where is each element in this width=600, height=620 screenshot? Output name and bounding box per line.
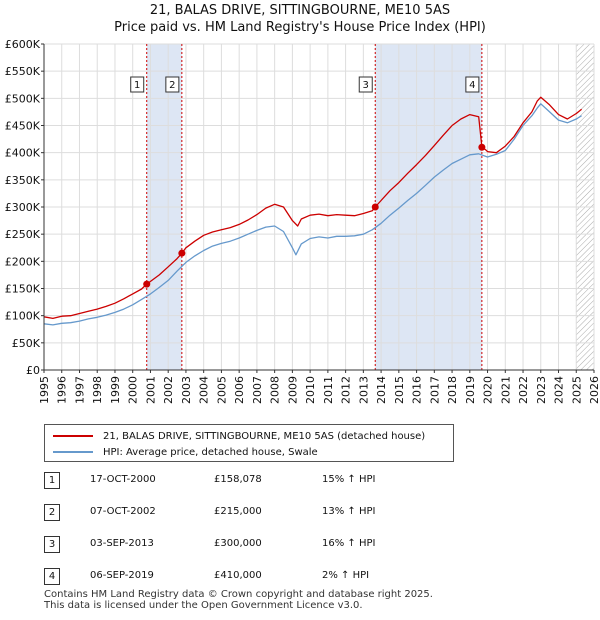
sale-marker-label: 4 <box>469 80 475 91</box>
sale-date: 17-OCT-2000 <box>90 474 156 485</box>
legend-label-property: 21, BALAS DRIVE, SITTINGBOURNE, ME10 5AS… <box>103 430 426 442</box>
hpi-line <box>43 103 582 326</box>
y-tick-label: £300K <box>5 201 41 214</box>
y-tick-label: £500K <box>5 92 41 105</box>
sale-point <box>143 280 151 288</box>
sale-marker-box <box>165 76 180 93</box>
sale-hpi-change: 16% ↑ HPI <box>322 538 376 549</box>
x-tick-label: 2017 <box>428 376 441 404</box>
x-tick-label: 2026 <box>588 376 600 404</box>
x-tick-label: 2009 <box>286 376 299 404</box>
sale-number: 1 <box>44 472 60 489</box>
footer-licence: This data is licensed under the Open Gov… <box>44 600 363 611</box>
x-tick-label: 2007 <box>251 376 264 404</box>
sale-marker-box <box>465 76 480 93</box>
x-tick-label: 2002 <box>162 376 175 404</box>
x-tick-label: 2000 <box>127 376 140 404</box>
x-tick-label: 2011 <box>322 376 335 404</box>
sale-marker-box <box>358 76 373 93</box>
x-tick-label: 2021 <box>499 376 512 404</box>
x-tick-label: 2023 <box>535 376 548 404</box>
x-tick-label: 2025 <box>570 376 583 404</box>
x-tick-label: 2006 <box>233 376 246 404</box>
y-tick-label: £150K <box>5 283 41 296</box>
x-tick-label: 2015 <box>393 376 406 404</box>
x-tick-label: 2012 <box>340 376 353 404</box>
x-tick-label: 2013 <box>357 376 370 404</box>
sale-price: £215,000 <box>214 506 262 517</box>
x-tick-label: 2024 <box>553 376 566 404</box>
legend-swatch-property <box>53 435 93 437</box>
sale-point <box>178 249 186 257</box>
sale-date: 06-SEP-2019 <box>90 570 154 581</box>
y-tick-label: £600K <box>5 38 41 51</box>
sale-marker-label: 3 <box>363 80 369 91</box>
y-tick-label: £0 <box>26 364 40 377</box>
x-tick-label: 2022 <box>517 376 530 404</box>
legend-label-hpi: HPI: Average price, detached house, Swal… <box>103 446 318 458</box>
x-tick-label: 2016 <box>411 376 424 404</box>
y-tick-label: £50K <box>12 337 41 350</box>
property-price-line <box>43 96 583 320</box>
sale-point <box>371 203 379 211</box>
chart-subtitle: Price paid vs. HM Land Registry's House … <box>114 20 486 35</box>
sale-marker-label: 2 <box>169 80 175 91</box>
sale-price: £158,078 <box>214 474 262 485</box>
x-tick-label: 2003 <box>180 376 193 404</box>
sale-price: £300,000 <box>214 538 262 549</box>
footer: Contains HM Land Registry data © Crown c… <box>44 589 433 611</box>
y-tick-label: £200K <box>5 255 41 268</box>
y-tick-label: £550K <box>5 65 41 78</box>
footer-copyright: Contains HM Land Registry data © Crown c… <box>44 589 433 600</box>
sale-number: 4 <box>44 568 60 585</box>
legend-swatch-hpi <box>53 451 93 453</box>
y-tick-label: £450K <box>5 120 41 133</box>
x-tick-label: 2018 <box>446 376 459 404</box>
y-tick-label: £100K <box>5 310 41 323</box>
x-tick-label: 2008 <box>269 376 282 404</box>
x-tick-label: 2014 <box>375 376 388 404</box>
sale-number: 3 <box>44 536 60 553</box>
y-tick-label: £250K <box>5 228 41 241</box>
sale-price: £410,000 <box>214 570 262 581</box>
price-chart: 1 2 3 4 £0 £50K £100K £150K £200K £250K £300K £350… <box>5 38 600 404</box>
sale-row: 3 03-SEP-2013 £300,000 16% ↑ HPI <box>44 536 584 554</box>
sale-marker-label: 1 <box>134 80 140 91</box>
y-tick-label: £350K <box>5 174 41 187</box>
sale-row: 4 06-SEP-2019 £410,000 2% ↑ HPI <box>44 568 584 586</box>
x-tick-label: 1997 <box>73 376 86 404</box>
x-tick-label: 2020 <box>482 376 495 404</box>
sale-row: 1 17-OCT-2000 £158,078 15% ↑ HPI <box>44 472 584 490</box>
legend-item-hpi: HPI: Average price, detached house, Swal… <box>53 445 318 459</box>
sale-marker-box <box>130 76 145 93</box>
x-tick-label: 2019 <box>464 376 477 404</box>
x-tick-label: 1999 <box>109 376 122 404</box>
x-tick-label: 1998 <box>91 376 104 404</box>
sale-row: 2 07-OCT-2002 £215,000 13% ↑ HPI <box>44 504 584 522</box>
x-tick-label: 2001 <box>144 376 157 404</box>
sale-hpi-change: 15% ↑ HPI <box>322 474 376 485</box>
chart-title: 21, BALAS DRIVE, SITTINGBOURNE, ME10 5AS <box>149 3 451 18</box>
x-tick-label: 2004 <box>198 376 211 404</box>
x-tick-label: 1995 <box>38 376 51 404</box>
x-tick-label: 2005 <box>215 376 228 404</box>
legend-item-property: 21, BALAS DRIVE, SITTINGBOURNE, ME10 5AS… <box>53 429 425 443</box>
y-tick-label: £400K <box>5 147 41 160</box>
legend: 21, BALAS DRIVE, SITTINGBOURNE, ME10 5AS… <box>44 424 454 462</box>
sale-point <box>478 143 486 151</box>
sale-date: 03-SEP-2013 <box>90 538 154 549</box>
sale-hpi-change: 2% ↑ HPI <box>322 570 370 581</box>
x-tick-label: 1996 <box>56 376 69 404</box>
x-tick-label: 2010 <box>304 376 317 404</box>
sale-hpi-change: 13% ↑ HPI <box>322 506 376 517</box>
sale-number: 2 <box>44 504 60 521</box>
sale-date: 07-OCT-2002 <box>90 506 156 517</box>
